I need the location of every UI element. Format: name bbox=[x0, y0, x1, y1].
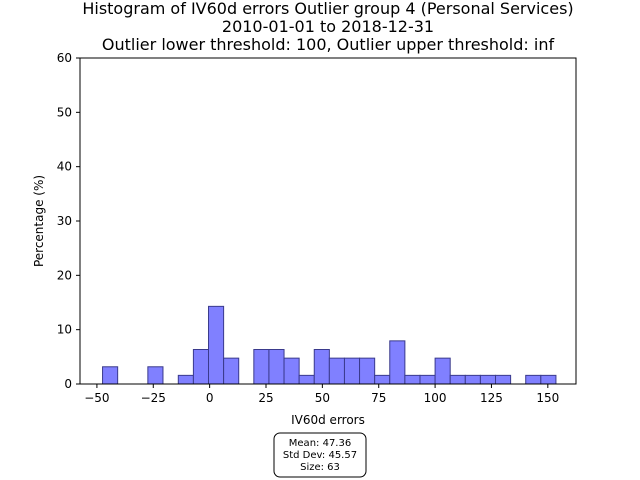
histogram-bar bbox=[283, 357, 300, 385]
histogram-bar bbox=[359, 357, 376, 385]
histogram-bar bbox=[313, 349, 330, 385]
title-line-3: Outlier lower threshold: 100, Outlier up… bbox=[102, 35, 555, 54]
histogram-bar bbox=[479, 374, 497, 385]
histogram-bar bbox=[223, 357, 240, 385]
y-tick-label: 60 bbox=[57, 51, 72, 65]
histogram-bar bbox=[449, 374, 466, 385]
histogram-bar bbox=[147, 366, 164, 385]
histogram-bar bbox=[404, 374, 421, 385]
histogram-bar bbox=[374, 374, 391, 385]
y-tick-label: 40 bbox=[57, 160, 72, 174]
histogram-bar bbox=[177, 374, 194, 385]
y-axis-label: Percentage (%) bbox=[32, 175, 46, 267]
histogram-bar bbox=[525, 374, 542, 385]
stats-size: Size: 63 bbox=[300, 462, 340, 473]
histogram-bar bbox=[328, 357, 345, 385]
title-line-2: 2010-01-01 to 2018-12-31 bbox=[222, 17, 434, 36]
x-tick-label: 0 bbox=[206, 391, 214, 405]
histogram-bar bbox=[495, 374, 512, 385]
y-tick-label: 30 bbox=[57, 214, 72, 228]
title-line-1: Histogram of IV60d errors Outlier group … bbox=[82, 0, 573, 18]
y-tick-label: 20 bbox=[57, 268, 72, 282]
histogram-bar bbox=[389, 340, 406, 385]
y-tick-label: 10 bbox=[57, 323, 72, 337]
histogram-bar bbox=[208, 305, 225, 385]
plot-frame bbox=[79, 57, 577, 385]
histogram-bar bbox=[434, 357, 451, 385]
stats-box: Mean: 47.36 Std Dev: 45.57 Size: 63 bbox=[273, 432, 367, 478]
histogram-bar bbox=[253, 349, 270, 385]
histogram-bar bbox=[464, 374, 481, 385]
x-tick-label: −50 bbox=[84, 391, 109, 405]
stats-std-dev: Std Dev: 45.57 bbox=[283, 450, 357, 461]
x-tick-label: 150 bbox=[536, 391, 559, 405]
stats-box-frame bbox=[273, 432, 367, 478]
chart-title: Histogram of IV60d errors Outlier group … bbox=[82, 0, 573, 54]
x-tick-label: 100 bbox=[424, 391, 447, 405]
histogram-bar bbox=[102, 366, 119, 385]
x-axis-label: IV60d errors bbox=[291, 413, 365, 427]
x-tick-label: 75 bbox=[371, 391, 386, 405]
histogram-bar bbox=[419, 374, 436, 385]
x-tick-label: 125 bbox=[480, 391, 503, 405]
stats-mean: Mean: 47.36 bbox=[289, 438, 351, 449]
x-tick-label: 25 bbox=[258, 391, 273, 405]
histogram-bar bbox=[298, 374, 315, 385]
histogram-bars bbox=[102, 305, 557, 385]
histogram-bar bbox=[192, 349, 210, 385]
histogram-bar bbox=[268, 349, 285, 385]
histogram-bar bbox=[343, 357, 361, 385]
histogram-bar bbox=[540, 374, 557, 385]
y-tick-label: 0 bbox=[64, 377, 72, 391]
x-tick-label: 50 bbox=[315, 391, 330, 405]
x-tick-label: −25 bbox=[141, 391, 166, 405]
y-tick-label: 50 bbox=[57, 105, 72, 119]
axes: −50 −25 0 25 50 75 100 125 150 0 10 20 30 40 50 60 bbox=[57, 51, 577, 405]
